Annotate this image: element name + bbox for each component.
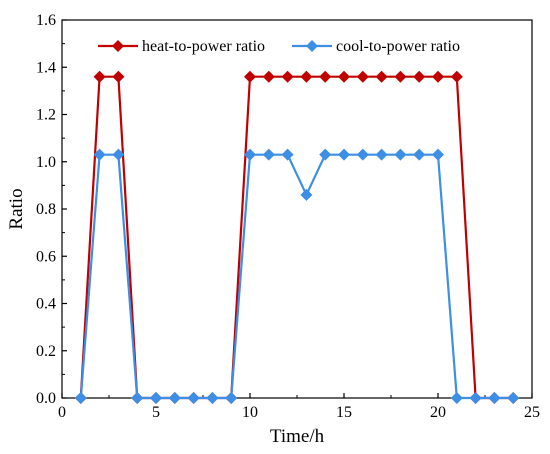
series-1-point-1 <box>93 148 106 161</box>
series-0-point-15 <box>356 70 369 83</box>
legend-label-1: cool-to-power ratio <box>336 38 460 55</box>
series-1-point-3 <box>131 392 144 404</box>
series-1-point-22 <box>488 392 501 404</box>
legend-marker-0 <box>112 40 124 52</box>
series-1-point-8 <box>225 392 238 404</box>
x-tick-label-3: 15 <box>336 404 352 421</box>
y-tick-label-2: 0.4 <box>36 296 56 313</box>
y-tick-label-3: 0.6 <box>36 248 56 265</box>
series-0-point-17 <box>394 70 407 83</box>
x-axis: 0 5 10 15 20 25 <box>58 393 540 421</box>
series-1-point-10 <box>262 148 275 161</box>
series-1-point-17 <box>394 148 407 161</box>
series-0-point-13 <box>319 70 332 83</box>
series-0-point-12 <box>300 70 313 83</box>
series-1-point-2 <box>112 148 125 161</box>
series-1-point-18 <box>413 148 426 161</box>
legend-label-0: heat-to-power ratio <box>142 38 265 55</box>
y-tick-label-8: 1.6 <box>36 12 56 29</box>
series-1-point-12 <box>300 188 313 201</box>
series-0-point-16 <box>375 70 388 83</box>
series-0-point-11 <box>281 70 294 83</box>
series-1-point-11 <box>281 148 294 161</box>
series-1-point-13 <box>319 148 332 161</box>
y-tick-label-6: 1.2 <box>36 107 56 124</box>
y-tick-label-4: 0.8 <box>36 201 56 218</box>
legend: heat-to-power ratio cool-to-power ratio <box>98 38 460 55</box>
series-1-point-5 <box>168 392 181 404</box>
series-1-point-9 <box>244 148 256 161</box>
series-0-point-14 <box>338 70 350 83</box>
x-tick-label-5: 25 <box>524 404 540 421</box>
series-0-point-19 <box>432 70 444 83</box>
x-axis-title: Time/h <box>270 426 325 447</box>
series-0-point-18 <box>413 70 426 83</box>
series-line-1 <box>79 153 514 400</box>
y-axis: 0.0 0.2 0.4 0.6 0.8 1.0 1.2 1.4 1.6 <box>36 12 67 407</box>
y-tick-label-0: 0.0 <box>36 390 56 407</box>
series-0-point-10 <box>262 70 275 83</box>
y-tick-label-7: 1.4 <box>36 59 56 76</box>
x-tick-label-0: 0 <box>58 404 66 421</box>
series-1 <box>74 148 520 404</box>
series-1-point-7 <box>206 392 219 404</box>
x-tick-label-4: 20 <box>430 404 446 421</box>
series-line-0 <box>79 75 514 400</box>
y-axis-title: Ratio <box>6 188 27 229</box>
series-1-point-14 <box>338 148 350 161</box>
series-1-point-21 <box>469 392 482 404</box>
series-1-point-15 <box>356 148 369 161</box>
y-tick-label-1: 0.2 <box>36 343 56 360</box>
series-1-point-6 <box>187 392 200 404</box>
series-1-point-16 <box>375 148 388 161</box>
series-1-point-4 <box>150 392 162 404</box>
series-1-point-23 <box>507 392 520 404</box>
series-1-point-0 <box>74 392 87 404</box>
y-tick-label-5: 1.0 <box>36 154 56 171</box>
series-0-point-20 <box>450 70 463 83</box>
series-0-point-1 <box>93 70 106 83</box>
x-tick-label-1: 5 <box>152 404 160 421</box>
series-layer <box>74 70 520 404</box>
legend-marker-1 <box>306 40 318 52</box>
series-0-point-9 <box>244 70 256 83</box>
series-1-point-20 <box>450 392 463 404</box>
series-1-point-19 <box>432 148 444 161</box>
x-tick-label-2: 10 <box>242 404 258 421</box>
series-0-point-2 <box>112 70 125 83</box>
